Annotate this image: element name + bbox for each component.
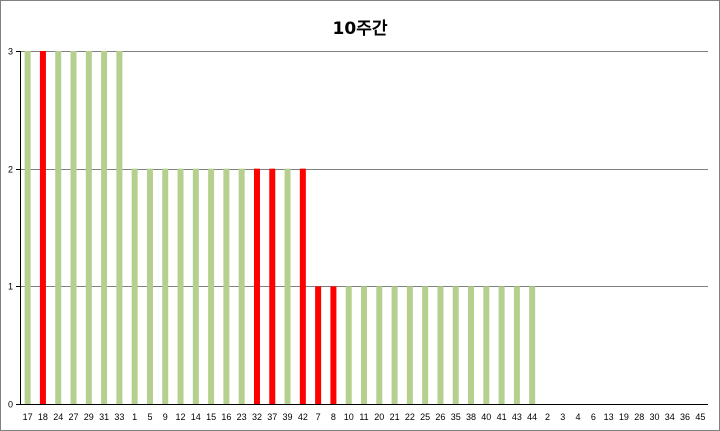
x-tick-label-1: 1	[132, 412, 137, 422]
bar-8	[330, 286, 337, 404]
bar-26	[437, 286, 444, 404]
bar-37	[269, 168, 276, 404]
x-tick-label-14: 14	[191, 412, 201, 422]
chart-title: 10주간	[332, 19, 388, 39]
bar-18	[39, 51, 46, 404]
x-tick-label-6: 6	[591, 412, 596, 422]
bar-40	[483, 286, 490, 404]
y-tick-label-3: 3	[8, 47, 13, 57]
x-tick-label-13: 13	[604, 412, 614, 422]
x-tick-label-31: 31	[99, 412, 109, 422]
x-tick-label-40: 40	[481, 412, 491, 422]
bar-1	[131, 168, 138, 404]
x-tick-label-23: 23	[237, 412, 247, 422]
bar-38	[468, 286, 475, 404]
x-tick-label-37: 37	[267, 412, 277, 422]
x-tick-label-9: 9	[163, 412, 168, 422]
bar-33	[116, 51, 123, 404]
x-tick-label-16: 16	[221, 412, 231, 422]
x-tick-label-3: 3	[560, 412, 565, 422]
y-axis-ticks: 0 1 2 3	[8, 47, 13, 410]
bar-39	[284, 168, 291, 404]
x-tick-label-22: 22	[405, 412, 415, 422]
bar-16	[223, 168, 230, 404]
x-tick-label-20: 20	[374, 412, 384, 422]
x-tick-label-4: 4	[576, 412, 581, 422]
bar-42	[299, 168, 306, 404]
x-tick-label-8: 8	[331, 412, 336, 422]
y-tick-label-1: 1	[8, 282, 13, 292]
x-tick-label-26: 26	[435, 412, 445, 422]
x-tick-label-35: 35	[451, 412, 461, 422]
x-tick-label-45: 45	[695, 412, 705, 422]
bar-11	[361, 286, 367, 404]
bar-21	[391, 286, 398, 404]
bar-15	[208, 168, 215, 404]
bar-17	[24, 51, 31, 404]
x-tick-label-12: 12	[176, 412, 186, 422]
bar-14	[192, 168, 199, 404]
x-tick-label-10: 10	[344, 412, 354, 422]
x-tick-label-38: 38	[466, 412, 476, 422]
bar-22	[406, 286, 413, 404]
x-tick-label-24: 24	[53, 412, 63, 422]
bar-23	[238, 168, 245, 404]
x-tick-label-21: 21	[390, 412, 400, 422]
x-tick-label-32: 32	[252, 412, 262, 422]
x-tick-label-30: 30	[649, 412, 659, 422]
x-tick-label-41: 41	[497, 412, 507, 422]
bar-27	[70, 51, 77, 404]
bar-35	[452, 286, 459, 404]
bar-41	[498, 286, 505, 404]
bar-44	[529, 286, 536, 404]
x-tick-label-42: 42	[298, 412, 308, 422]
bar-32	[253, 168, 260, 404]
bar-9	[162, 168, 169, 404]
x-tick-label-34: 34	[665, 412, 675, 422]
bar-43	[513, 286, 520, 404]
x-axis-ticks: 17 18 24 27 29 31 33 1 5 9 12 14 15 16 23 32 37 39 42 7 8 10 1…	[23, 412, 706, 422]
x-tick-label-33: 33	[114, 412, 124, 422]
x-tick-label-36: 36	[680, 412, 690, 422]
x-tick-label-2: 2	[545, 412, 550, 422]
bar-25	[422, 286, 429, 404]
x-tick-label-29: 29	[84, 412, 94, 422]
y-tick-label-0: 0	[8, 400, 13, 410]
bar-12	[177, 168, 184, 404]
x-tick-label-27: 27	[69, 412, 79, 422]
bar-31	[101, 51, 108, 404]
bar-7	[315, 286, 322, 404]
x-tick-label-5: 5	[147, 412, 152, 422]
bar-29	[85, 51, 92, 404]
bar-20	[376, 286, 383, 404]
x-tick-label-18: 18	[38, 412, 48, 422]
x-tick-label-39: 39	[283, 412, 293, 422]
bar-24	[55, 51, 62, 404]
x-tick-label-15: 15	[206, 412, 216, 422]
x-tick-label-17: 17	[23, 412, 33, 422]
x-tick-label-7: 7	[316, 412, 321, 422]
x-tick-label-44: 44	[527, 412, 537, 422]
bar-10	[345, 286, 352, 404]
bar-5	[146, 168, 153, 404]
x-tick-label-25: 25	[420, 412, 430, 422]
y-tick-label-2: 2	[8, 165, 13, 175]
bars	[24, 51, 536, 404]
x-tick-label-19: 19	[619, 412, 629, 422]
x-tick-label-11: 11	[359, 412, 368, 422]
x-tick-label-43: 43	[512, 412, 522, 422]
x-tick-label-28: 28	[634, 412, 644, 422]
